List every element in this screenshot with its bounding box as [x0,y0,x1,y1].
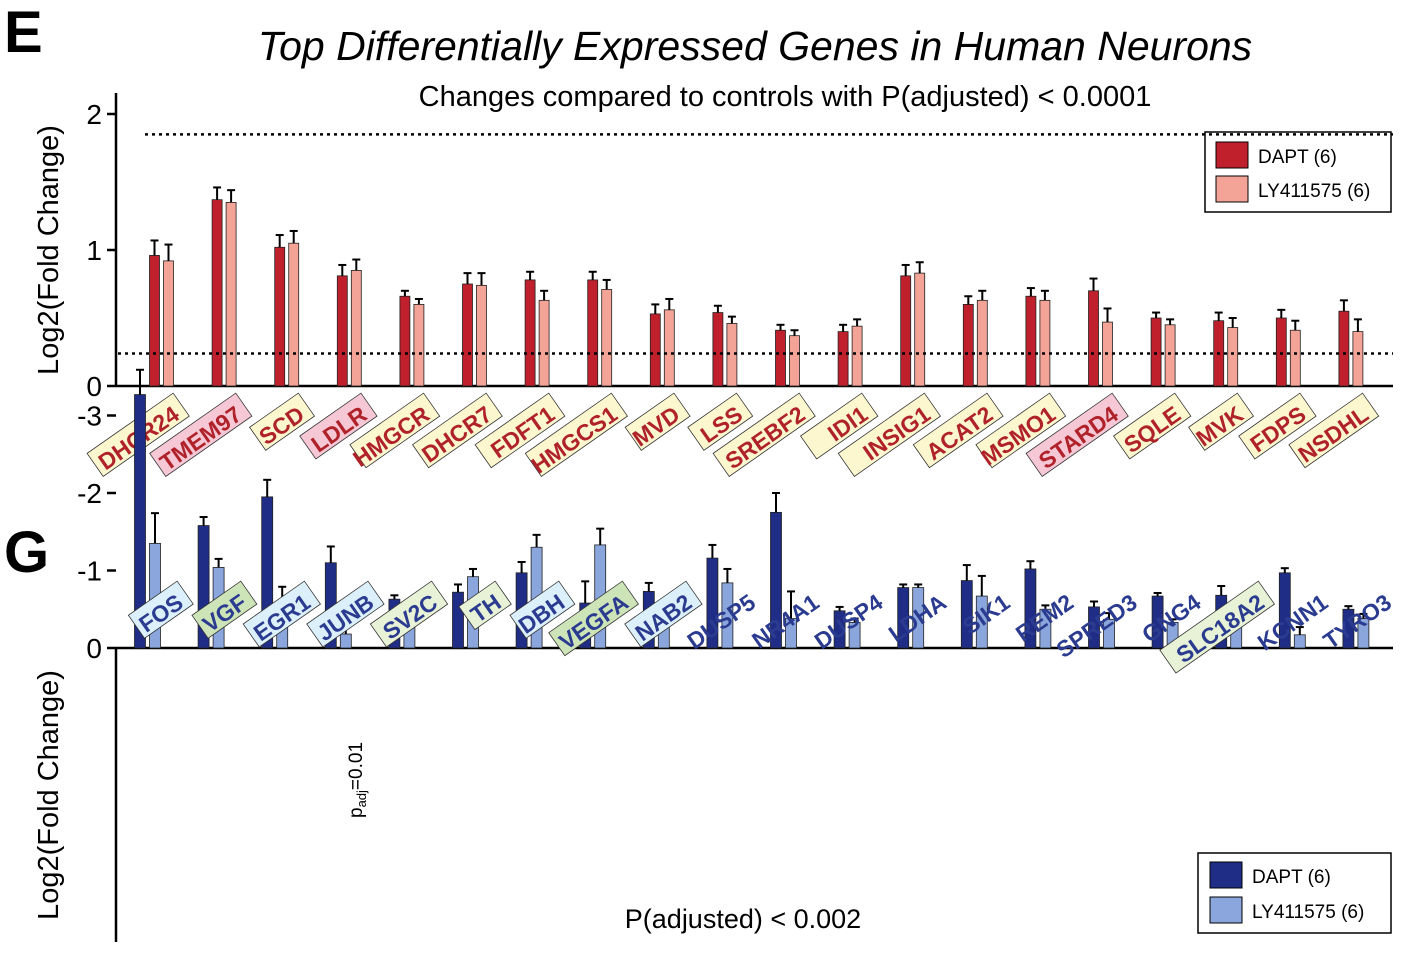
gene-label-group: DUSP4 [810,589,888,654]
bar [915,273,925,386]
bar [414,304,424,386]
bar [602,289,612,386]
top-legend-label-ly: LY411575 (6) [1258,181,1370,202]
y-tick-label: -2 [77,478,102,509]
bar [1353,332,1363,386]
bottom-legend-swatch-ly [1210,897,1242,923]
bar [838,332,848,386]
bar [1089,291,1099,386]
y-tick-label: -3 [77,401,102,432]
top-chart-subtitle: Changes compared to controls with P(adju… [419,81,1152,113]
bar [1228,328,1238,386]
y-tick-label: 1 [86,235,102,266]
svg-text:padj=0.01: padj=0.01 [346,742,369,818]
top-legend-label-dapt: DAPT (6) [1258,147,1337,168]
gene-label: TYRO3 [1318,589,1396,654]
bar [539,300,549,386]
panel-letter-bottom: G [4,520,49,585]
bar [963,304,973,386]
panel-letter-top: E [4,0,43,65]
y-tick-label: 2 [86,99,102,130]
bar [790,336,800,386]
bar [275,247,285,386]
bar [226,202,236,386]
top-chart-title: Top Differentially Expressed Genes in Hu… [258,23,1252,69]
gene-label-group: MVD [625,393,691,452]
bar [453,592,464,648]
bar [588,280,598,386]
padj-prefix: p [346,807,367,818]
bar [650,314,660,386]
bottom-legend-swatch-dapt [1210,862,1242,888]
bar [477,285,487,386]
bar [977,300,987,386]
bar [1290,330,1300,386]
y-tick-label: 0 [86,371,102,402]
top-legend-swatch-ly [1216,176,1248,202]
bar [525,280,535,386]
gene-label: DUSP4 [810,589,888,654]
bar [1276,318,1286,386]
bar [664,310,674,386]
top-chart: 012DHCR24TMEM97SCDLDLRHMGCRDHCR7FDFT1HMG… [86,93,1393,479]
bar [289,243,299,386]
bar [1151,318,1161,386]
bar [1294,635,1305,648]
bar [713,313,723,386]
bar [340,634,351,648]
bar [351,270,361,386]
bar [852,326,862,386]
padj-annotation: padj=0.01 [346,742,369,818]
bar [164,261,174,386]
top-legend-swatch-dapt [1216,142,1248,168]
top-legend: DAPT (6) LY411575 (6) [1205,132,1391,212]
bottom-legend: DAPT (6) LY411575 (6) [1198,853,1391,933]
bottom-y-axis-label: Log2(Fold Change) [33,670,65,920]
bar [1339,311,1349,386]
bar [212,200,222,386]
gene-label-group: SQLE [1114,393,1192,460]
bar [150,255,160,386]
bar [776,330,786,386]
bar [1026,296,1036,386]
y-tick-label: -1 [77,556,102,587]
gene-label-group: TH [459,581,512,631]
gene-label-group: TYRO3 [1318,589,1396,654]
bar [901,276,911,386]
bottom-legend-label-dapt: DAPT (6) [1252,867,1331,888]
bottom-chart-subtitle: P(adjusted) < 0.002 [625,904,861,934]
padj-suffix: =0.01 [346,742,367,790]
bar [400,296,410,386]
bar [1040,300,1050,386]
bottom-legend-label-ly: LY411575 (6) [1252,902,1364,923]
bar [337,276,347,386]
padj-subscript: adj [354,790,369,807]
bar [1165,325,1175,386]
y-tick-label: 0 [86,633,102,664]
bar [463,284,473,386]
top-y-axis-label: Log2(Fold Change) [33,125,65,375]
